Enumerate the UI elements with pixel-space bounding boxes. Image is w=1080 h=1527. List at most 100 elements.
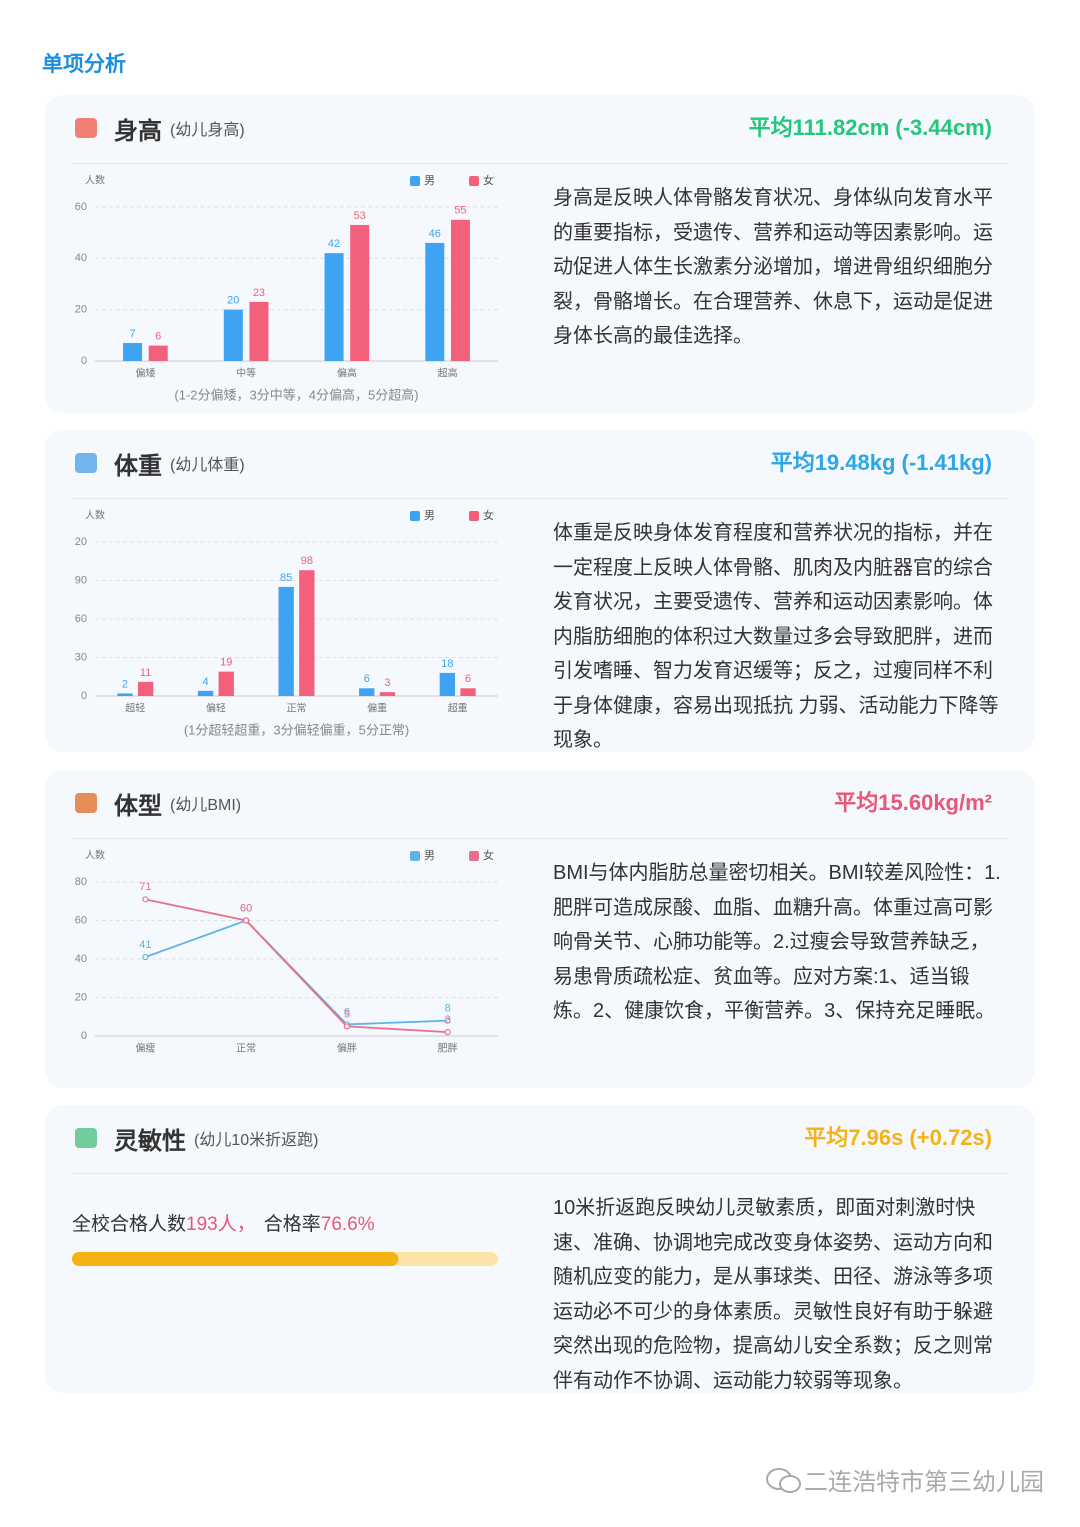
- y-tick-label: 60: [75, 201, 87, 213]
- data-label: 19: [220, 657, 232, 669]
- card-average: 平均15.60kg/m²: [834, 790, 992, 815]
- y-tick-label: 40: [75, 252, 87, 264]
- y-tick-label: 0: [81, 355, 87, 367]
- data-label: 6: [155, 331, 161, 343]
- rate-value: 76.6: [320, 1214, 358, 1235]
- chart: 人数 男 女 0 20 40 60 偏矮 中等 偏高 超高 (1-2分偏矮，3分中等，4分偏高，5分超…: [75, 173, 498, 402]
- card-average: 平均111.82cm (-3.44cm): [748, 115, 992, 140]
- y-tick-label: 40: [75, 953, 87, 965]
- card-title: 体型: [114, 792, 162, 820]
- card-average: 平均19.48kg (-1.41kg): [770, 450, 992, 475]
- card-title: 体重: [114, 452, 162, 480]
- rate-unit: %: [357, 1214, 375, 1235]
- card-header: 灵敏性 (幼儿10米折返跑): [70, 1121, 318, 1155]
- bar: [299, 570, 315, 696]
- bar: [123, 343, 143, 361]
- card-subtitle: (幼儿体重): [170, 457, 245, 474]
- data-label: 71: [139, 881, 151, 893]
- legend-swatch: [410, 176, 420, 186]
- bar: [223, 309, 243, 361]
- data-label: 53: [354, 210, 366, 222]
- bar: [359, 688, 375, 696]
- y-tick-label: 60: [75, 914, 87, 926]
- card-header: 体型 (幼儿BMI): [70, 786, 241, 820]
- description: 身高是反映人体骨骼发育状况、身体纵向发育水平的重要指标，受遗传、营养和运动等因素…: [553, 187, 993, 347]
- x-tick-label: 肥胖: [438, 1043, 458, 1055]
- rate-label: 合格率: [263, 1214, 321, 1235]
- legend-label: 女: [483, 508, 494, 522]
- legend-swatch: [469, 511, 479, 521]
- card-title: 灵敏性: [114, 1127, 186, 1155]
- point: [343, 1023, 350, 1030]
- data-label: 55: [454, 205, 466, 217]
- data-label: 60: [240, 902, 252, 914]
- icon-shape: [75, 793, 97, 813]
- data-label: 98: [301, 555, 313, 567]
- x-tick-label: 偏胖: [337, 1042, 357, 1055]
- description: 体重是反映身体发育程度和营养状况的指标，并在一定程度上反映人体骨骼、肌肉及内脏器…: [553, 522, 999, 751]
- pass-summary: 全校合格人数193人， 合格率76.6%: [72, 1209, 375, 1236]
- y-tick-label: 60: [75, 613, 87, 625]
- card-icon: [75, 118, 97, 138]
- wechat-icon: [766, 1467, 801, 1493]
- x-tick-label: 正常: [236, 1042, 256, 1055]
- description: 10米折返跑反映幼儿灵敏素质，即面对刺激时快速、准确、协调地完成改变身体姿势、运…: [553, 1197, 993, 1392]
- y-axis-label: 人数: [85, 174, 105, 187]
- bar: [460, 688, 476, 696]
- bar: [350, 224, 370, 361]
- data-label: 18: [441, 658, 453, 670]
- bar: [117, 693, 133, 696]
- data-label: 11: [140, 667, 151, 679]
- progress-bar: [72, 1252, 498, 1266]
- bar: [249, 301, 269, 361]
- point: [444, 1017, 451, 1024]
- legend-label: 女: [483, 848, 494, 862]
- bar: [148, 345, 168, 361]
- y-tick-label: 20: [75, 536, 87, 548]
- icon-shape: [75, 118, 97, 138]
- data-label: 60: [240, 902, 252, 914]
- pass-count: 193: [186, 1214, 218, 1235]
- chart-note: (1-2分偏矮，3分中等，4分偏高，5分超高): [174, 387, 418, 402]
- x-tick-label: 超重: [448, 702, 468, 715]
- section-title: 单项分析: [42, 53, 126, 76]
- bar: [218, 671, 234, 696]
- x-tick-label: 偏轻: [206, 702, 226, 715]
- y-tick-label: 20: [75, 991, 87, 1003]
- card-average: 平均7.96s (+0.72s): [804, 1125, 992, 1150]
- separator: [72, 498, 1008, 499]
- y-tick-label: 80: [75, 876, 87, 888]
- data-label: 8: [445, 1003, 451, 1015]
- y-tick-label: 0: [81, 1030, 87, 1042]
- progress-fill: [72, 1252, 399, 1266]
- separator: [72, 1173, 1008, 1174]
- card-title: 身高: [114, 117, 162, 145]
- icon-shape: [75, 1128, 97, 1148]
- pass-unit: 人，: [217, 1214, 256, 1235]
- point: [243, 917, 250, 924]
- bar: [278, 586, 294, 696]
- bar: [379, 692, 396, 696]
- data-label: 20: [227, 295, 239, 307]
- bar: [137, 681, 154, 696]
- data-label: 2: [122, 678, 128, 690]
- card-header: 身高 (幼儿身高): [70, 111, 245, 145]
- bar: [439, 672, 456, 696]
- card-subtitle: (幼儿身高): [170, 122, 245, 139]
- x-tick-label: 偏瘦: [135, 1042, 155, 1055]
- y-tick-label: 20: [75, 304, 87, 316]
- point: [142, 953, 149, 961]
- card: [45, 430, 1035, 752]
- card-icon: [75, 793, 97, 813]
- data-label: 7: [129, 328, 135, 340]
- card: [45, 1105, 1035, 1393]
- pass-label: 全校合格人数: [72, 1214, 187, 1235]
- point: [444, 1029, 451, 1036]
- x-tick-label: 超轻: [125, 702, 145, 715]
- bar: [425, 242, 445, 361]
- data-label: 6: [344, 1006, 350, 1018]
- data-label: 2: [445, 1014, 451, 1026]
- legend-swatch: [469, 176, 479, 186]
- footer-text: 二连浩特市第三幼儿园: [804, 1469, 1044, 1496]
- bar: [450, 219, 470, 361]
